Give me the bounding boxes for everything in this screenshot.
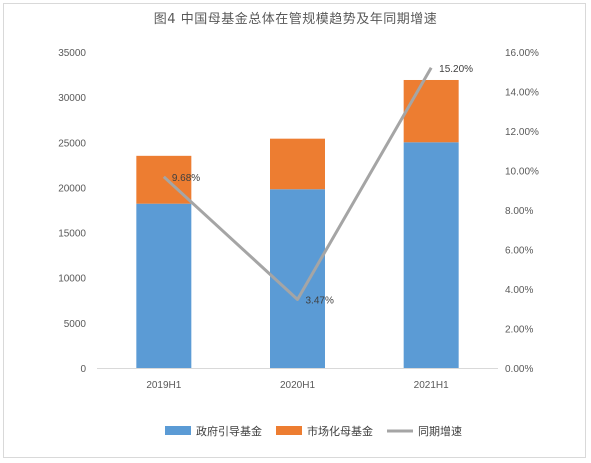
- bar-government-guided: [270, 189, 325, 368]
- left-axis-tick-label: 20000: [58, 183, 86, 194]
- left-axis-tick-label: 0: [80, 364, 86, 375]
- growth-rate-line: [162, 67, 433, 301]
- bar-government-guided: [136, 203, 192, 368]
- left-axis-tick-label: 30000: [58, 93, 86, 104]
- left-axis-tick-label: 25000: [58, 138, 86, 149]
- bar-market-oriented: [403, 79, 459, 143]
- growth-rate-data-label: 3.47%: [306, 295, 334, 306]
- right-axis-tick-label: 14.00%: [505, 88, 539, 99]
- legend-swatch: [276, 426, 302, 435]
- right-axis-tick-label: 6.00%: [505, 246, 533, 257]
- growth-rate-data-label: 9.68%: [172, 173, 200, 184]
- chart-title: 图4 中国母基金总体在管规模趋势及年同期增速: [153, 12, 438, 27]
- legend-label: 政府引导基金: [196, 424, 262, 438]
- x-axis-tick-label: 2021H1: [414, 380, 449, 391]
- left-axis-tick-label: 15000: [58, 229, 86, 240]
- right-axis-tick-label: 8.00%: [505, 206, 533, 217]
- right-axis-tick-label: 10.00%: [505, 167, 539, 178]
- right-axis-tick-label: 12.00%: [505, 127, 539, 138]
- legend-swatch: [165, 426, 191, 435]
- left-axis-tick-label: 5000: [64, 319, 87, 330]
- bar-market-oriented: [270, 138, 325, 190]
- right-axis-tick-label: 0.00%: [505, 364, 533, 375]
- legend-label: 市场化母基金: [307, 424, 373, 438]
- x-axis-tick-label: 2019H1: [146, 380, 181, 391]
- x-axis-tick-label: 2020H1: [280, 380, 315, 391]
- bar-market-oriented: [136, 155, 192, 204]
- left-axis-tick-label: 10000: [58, 274, 86, 285]
- bar-government-guided: [403, 142, 459, 368]
- legend-label: 同期增速: [418, 424, 462, 438]
- right-axis-tick-label: 4.00%: [505, 285, 533, 296]
- growth-rate-data-label: 15.20%: [439, 64, 473, 75]
- left-axis-tick-label: 35000: [58, 48, 86, 59]
- right-axis-tick-label: 2.00%: [505, 325, 533, 336]
- right-axis-tick-label: 16.00%: [505, 48, 539, 59]
